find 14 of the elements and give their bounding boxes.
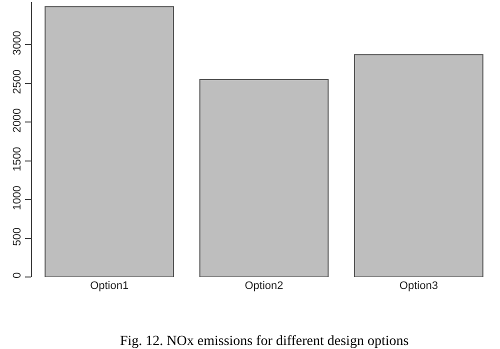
y-tick-label: 500 bbox=[12, 227, 24, 246]
y-tick-label: 1500 bbox=[12, 146, 24, 172]
x-tick-label: Option1 bbox=[90, 280, 129, 292]
y-tick-label: 2500 bbox=[12, 69, 24, 94]
y-tick-label: 3000 bbox=[12, 30, 24, 56]
bar bbox=[44, 6, 174, 277]
bar bbox=[354, 54, 484, 277]
y-tick-label: 0 bbox=[12, 272, 24, 278]
y-tick-label: 2000 bbox=[12, 108, 24, 133]
caption: Fig. 12. NOx emissions for different design options bbox=[120, 334, 409, 349]
x-tick-label: Option3 bbox=[399, 280, 438, 292]
bar bbox=[199, 78, 329, 277]
x-tick-label: Option2 bbox=[244, 280, 284, 292]
y-tick-label: 1000 bbox=[12, 186, 24, 210]
